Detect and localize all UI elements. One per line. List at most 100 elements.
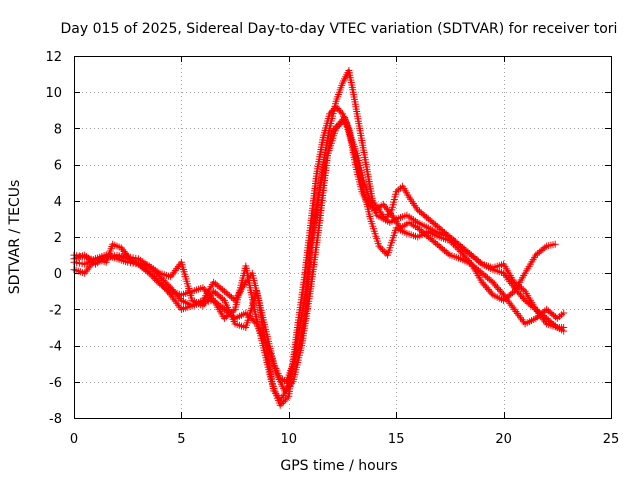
data-point	[492, 282, 500, 290]
series-track-3	[70, 115, 559, 395]
data-point	[117, 244, 125, 252]
data-point	[471, 263, 479, 271]
data-point	[441, 229, 448, 236]
data-point	[467, 260, 475, 268]
data-point	[495, 286, 503, 293]
data-point	[453, 244, 461, 252]
data-point	[154, 278, 162, 286]
data-point	[228, 293, 235, 301]
data-point	[476, 259, 484, 267]
data-point	[81, 251, 89, 259]
data-point	[83, 253, 90, 261]
data-point	[385, 208, 393, 216]
data-point	[226, 310, 234, 318]
data-point	[88, 257, 96, 265]
data-point	[222, 313, 230, 321]
data-point	[219, 286, 227, 294]
x-tick-label: 15	[388, 432, 405, 447]
data-point	[334, 105, 342, 112]
data-point	[537, 247, 545, 255]
data-point	[487, 277, 495, 285]
data-point	[224, 311, 232, 319]
data-point	[151, 275, 159, 283]
data-point	[544, 316, 552, 324]
data-point	[417, 209, 425, 217]
data-point	[428, 236, 436, 244]
data-point	[337, 119, 345, 127]
y-axis-label: SDTVAR / TECUs	[7, 180, 23, 295]
data-point	[417, 227, 425, 235]
data-point	[541, 313, 549, 321]
x-tick-label: 5	[177, 432, 185, 447]
data-point	[423, 213, 431, 221]
data-point	[484, 274, 491, 282]
x-tick-labels: 0 5 10 15 20 25	[70, 432, 619, 447]
data-point	[471, 254, 479, 262]
y-tick-label: -2	[49, 303, 62, 318]
data-point	[421, 230, 429, 238]
tick-marks	[74, 56, 612, 419]
data-point	[535, 311, 543, 319]
data-point	[334, 123, 342, 131]
data-point	[490, 280, 498, 288]
data-point	[532, 251, 540, 259]
data-point	[387, 210, 394, 217]
data-point	[469, 253, 477, 261]
data-point	[469, 262, 477, 270]
data-point	[433, 241, 441, 248]
data-point	[222, 289, 230, 297]
data-point	[560, 327, 568, 335]
y-tick-label: -6	[49, 376, 62, 391]
data-point	[423, 232, 431, 239]
data-point	[120, 248, 128, 255]
data-point	[534, 250, 542, 258]
data-point	[380, 248, 388, 255]
y-tick-label: 4	[54, 195, 62, 210]
data-point	[475, 266, 482, 274]
data-point	[435, 224, 443, 232]
x-tick-label: 25	[603, 432, 620, 447]
data-point	[543, 314, 551, 322]
y-tick-label: -8	[49, 412, 62, 427]
data-point	[442, 248, 450, 256]
data-point	[143, 268, 151, 276]
y-tick-labels: -8 -6 -4 -2 0 2 4 6 8 10 12	[45, 50, 62, 427]
data-point	[439, 227, 447, 235]
data-point	[433, 222, 441, 230]
data-point	[548, 310, 556, 318]
x-axis-label: GPS time / hours	[280, 458, 397, 474]
data-point	[532, 314, 540, 322]
data-point	[464, 248, 472, 256]
data-point	[421, 212, 429, 220]
data-point	[424, 215, 432, 223]
data-point	[217, 293, 225, 301]
data-point	[381, 202, 389, 210]
data-point	[539, 308, 547, 316]
data-point	[489, 278, 497, 286]
data-point	[226, 292, 234, 300]
data-point	[480, 271, 488, 279]
data-point	[546, 308, 554, 316]
data-point	[414, 206, 422, 214]
data-point	[149, 273, 157, 281]
data-point	[462, 247, 470, 255]
data-point	[473, 256, 481, 264]
x-tick-label: 10	[281, 432, 298, 447]
data-point	[466, 250, 474, 258]
data-point	[518, 293, 526, 301]
y-tick-label: 0	[54, 267, 62, 282]
data-point	[278, 400, 286, 407]
data-point	[507, 290, 515, 298]
data-point	[332, 124, 340, 132]
data-point	[424, 233, 432, 241]
data-point	[210, 287, 218, 295]
data-point	[224, 290, 232, 298]
data-point	[498, 289, 506, 297]
data-point	[207, 293, 215, 301]
data-point	[281, 396, 289, 404]
data-point	[210, 278, 218, 286]
data-point	[467, 251, 475, 259]
data-point	[475, 257, 482, 265]
data-point	[486, 287, 494, 295]
